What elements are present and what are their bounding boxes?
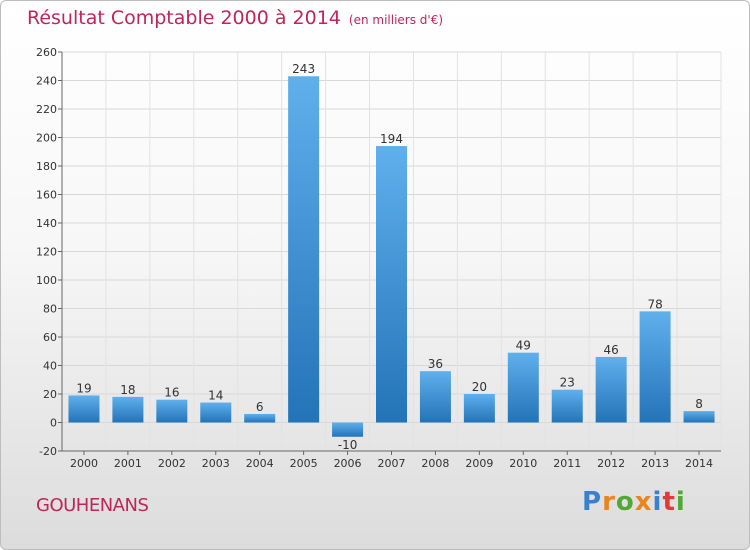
x-tick-label: 2000 <box>70 457 98 470</box>
bar-value-label: 46 <box>604 343 619 357</box>
bar <box>463 394 495 423</box>
x-tick-label: 2001 <box>114 457 142 470</box>
logo-letter: P <box>582 487 603 517</box>
bar-value-label: 78 <box>647 297 662 311</box>
logo-letter: x <box>634 487 653 517</box>
bar-value-label: -10 <box>338 438 358 452</box>
bar-value-label: 20 <box>472 380 487 394</box>
y-tick-label: 60 <box>43 331 57 344</box>
y-tick-label: 140 <box>36 217 57 230</box>
x-tick-label: 2012 <box>597 457 625 470</box>
bar-value-label: 19 <box>76 381 91 395</box>
axes: -200204060801001201401601802002202402602… <box>36 46 721 470</box>
y-tick-label: 220 <box>36 103 57 116</box>
bar <box>683 411 715 423</box>
x-tick-label: 2011 <box>553 457 581 470</box>
y-tick-label: 180 <box>36 160 57 173</box>
bar <box>639 311 671 423</box>
bar <box>156 399 188 423</box>
title-text: Résultat Comptable 2000 à 2014 <box>27 7 341 29</box>
bar <box>288 76 320 423</box>
y-tick-label: 240 <box>36 75 57 88</box>
logo-letter: o <box>615 487 635 517</box>
y-tick-label: 80 <box>43 303 57 316</box>
data-labels: 19 18 16 14 6 243 -10 194 36 20 49 23 46 78 8 <box>76 62 703 452</box>
bar <box>244 413 276 423</box>
bar <box>419 371 451 423</box>
bar <box>551 389 583 423</box>
bar <box>507 352 539 423</box>
y-tick-label: -20 <box>39 445 57 458</box>
bar-value-label: 194 <box>380 132 403 146</box>
y-tick-label: 0 <box>50 417 57 430</box>
x-tick-label: 2005 <box>290 457 318 470</box>
bar <box>376 146 407 423</box>
x-tick-label: 2013 <box>641 457 669 470</box>
chart-subtitle: (en milliers d'€) <box>348 13 444 27</box>
x-tick-label: 2003 <box>202 457 230 470</box>
x-tick-label: 2010 <box>509 457 537 470</box>
y-tick-label: 20 <box>43 388 57 401</box>
bar-value-label: 36 <box>428 357 443 371</box>
bar-value-label: 18 <box>120 383 135 397</box>
bars <box>68 76 715 437</box>
bar-value-label: 243 <box>292 62 315 76</box>
x-tick-label: 2002 <box>158 457 186 470</box>
bar-value-label: 14 <box>208 389 223 403</box>
bar <box>112 396 144 423</box>
bar-value-label: 49 <box>516 339 531 353</box>
town-name: GOUHENANS <box>36 495 149 516</box>
proxiti-logo: Proxiti <box>582 487 686 517</box>
bar-value-label: 23 <box>560 376 575 390</box>
x-tick-label: 2008 <box>421 457 449 470</box>
bar-value-label: 6 <box>256 400 264 414</box>
logo-letter: i <box>675 487 686 517</box>
x-tick-label: 2014 <box>685 457 713 470</box>
y-tick-label: 160 <box>36 189 57 202</box>
bar <box>68 395 100 423</box>
bar <box>200 402 232 423</box>
y-tick-label: 200 <box>36 132 57 145</box>
bar <box>332 422 364 437</box>
x-tick-label: 2006 <box>334 457 362 470</box>
logo-letter: r <box>602 487 616 517</box>
bar-value-label: 8 <box>695 397 703 411</box>
y-tick-label: 120 <box>36 246 57 259</box>
x-tick-label: 2007 <box>378 457 406 470</box>
logo-letter: t <box>662 487 676 517</box>
x-tick-label: 2004 <box>246 457 274 470</box>
chart-title: Résultat Comptable 2000 à 2014 (en millie… <box>27 7 443 29</box>
x-tick-label: 2009 <box>465 457 493 470</box>
y-tick-label: 260 <box>36 46 57 59</box>
y-tick-label: 100 <box>36 274 57 287</box>
bar <box>595 356 627 423</box>
logo-letter: i <box>652 487 663 517</box>
bar-value-label: 16 <box>164 386 179 400</box>
y-tick-label: 40 <box>43 360 57 373</box>
